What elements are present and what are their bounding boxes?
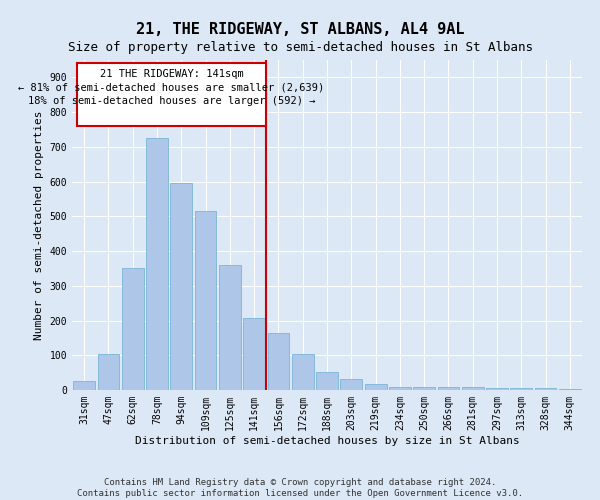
Bar bbox=[340, 378, 362, 390]
Bar bbox=[170, 184, 192, 390]
Bar bbox=[122, 268, 143, 390]
Text: Contains HM Land Registry data © Crown copyright and database right 2024.
Contai: Contains HM Land Registry data © Crown c… bbox=[77, 478, 523, 498]
Text: 18% of semi-detached houses are larger (592) →: 18% of semi-detached houses are larger (… bbox=[28, 96, 316, 106]
Bar bbox=[535, 388, 556, 390]
Text: 21 THE RIDGEWAY: 141sqm: 21 THE RIDGEWAY: 141sqm bbox=[100, 68, 244, 78]
Y-axis label: Number of semi-detached properties: Number of semi-detached properties bbox=[34, 110, 44, 340]
Bar bbox=[73, 382, 95, 390]
Bar bbox=[292, 354, 314, 390]
Bar bbox=[486, 388, 508, 390]
Bar bbox=[219, 265, 241, 390]
Bar bbox=[194, 211, 217, 390]
X-axis label: Distribution of semi-detached houses by size in St Albans: Distribution of semi-detached houses by … bbox=[134, 436, 520, 446]
Bar bbox=[559, 389, 581, 390]
Text: Size of property relative to semi-detached houses in St Albans: Size of property relative to semi-detach… bbox=[67, 41, 533, 54]
Bar bbox=[462, 387, 484, 390]
Bar bbox=[437, 386, 460, 390]
Text: ← 81% of semi-detached houses are smaller (2,639): ← 81% of semi-detached houses are smalle… bbox=[19, 82, 325, 92]
Text: 21, THE RIDGEWAY, ST ALBANS, AL4 9AL: 21, THE RIDGEWAY, ST ALBANS, AL4 9AL bbox=[136, 22, 464, 38]
Bar bbox=[365, 384, 386, 390]
Bar bbox=[243, 318, 265, 390]
Bar bbox=[511, 388, 532, 390]
Bar bbox=[97, 354, 119, 390]
Bar bbox=[413, 386, 435, 390]
FancyBboxPatch shape bbox=[77, 64, 266, 126]
Bar bbox=[146, 138, 168, 390]
Bar bbox=[389, 386, 411, 390]
Bar bbox=[316, 372, 338, 390]
Bar bbox=[268, 332, 289, 390]
